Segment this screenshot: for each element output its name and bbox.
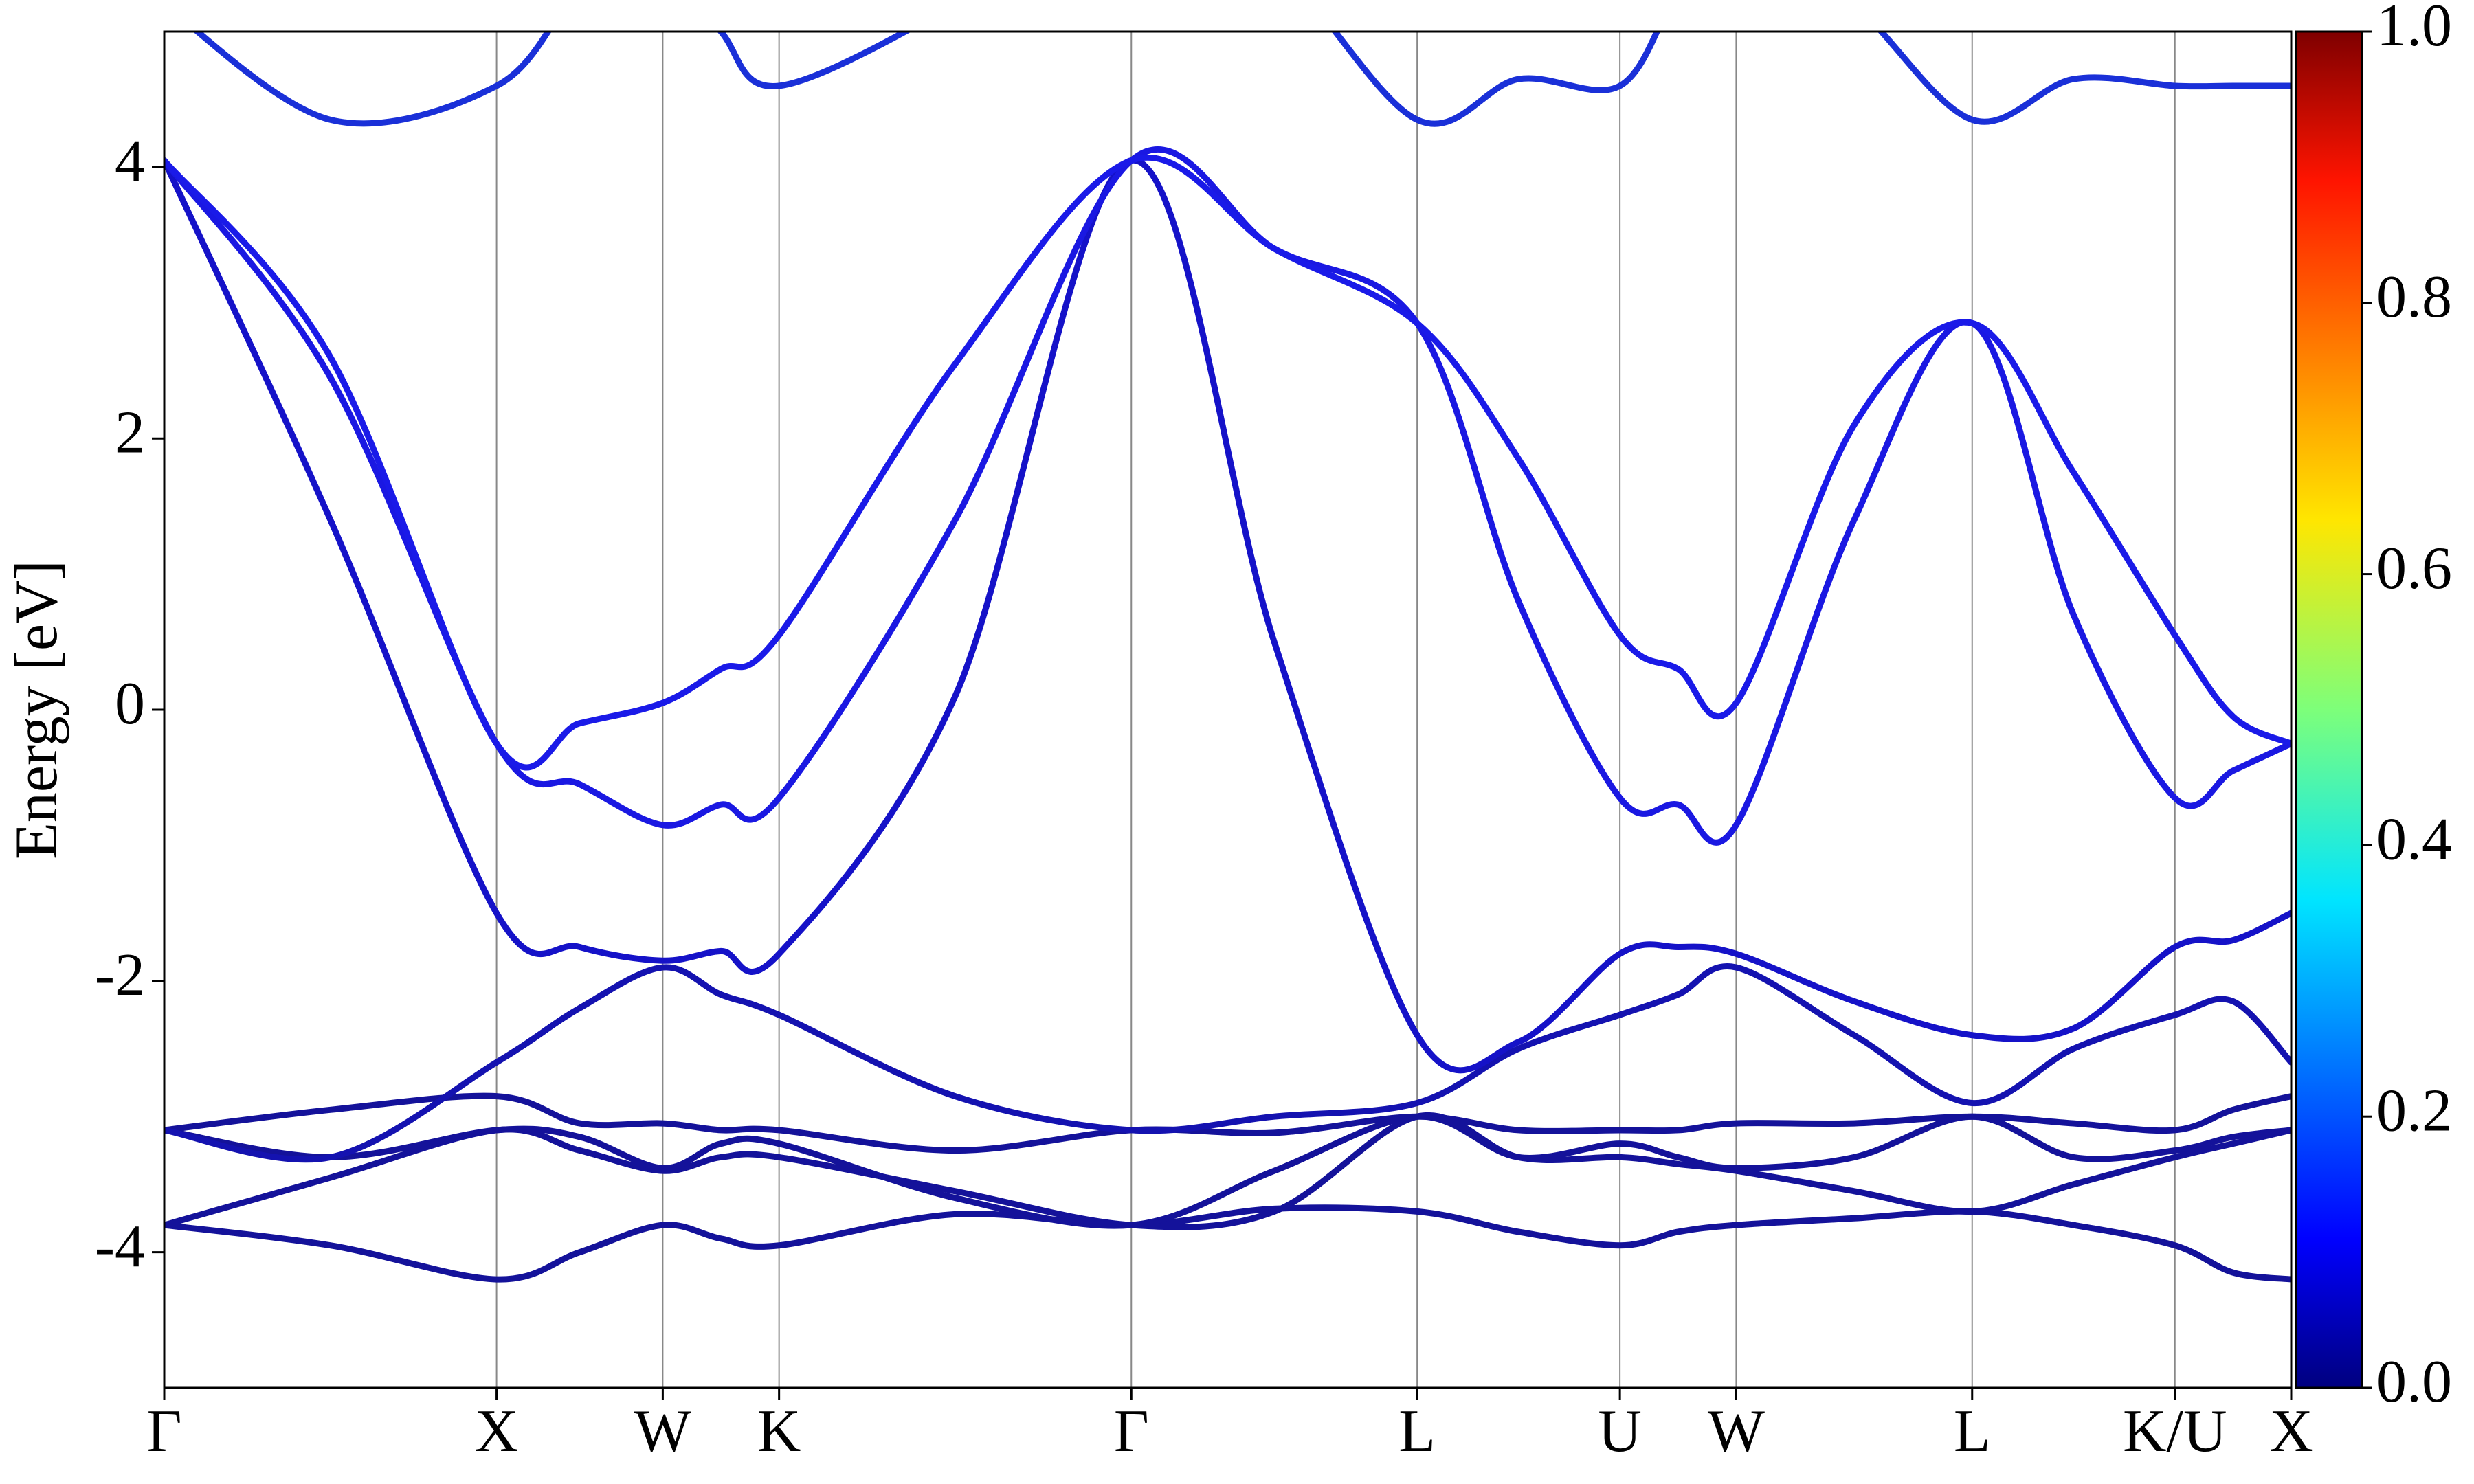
x-tick-label: W <box>1708 1398 1765 1465</box>
band-line <box>164 1092 2291 1154</box>
colorbar-tick-label: 0.4 <box>2376 807 2452 873</box>
y-tick-label: -4 <box>95 1213 145 1280</box>
x-tick-label: Γ <box>147 1398 182 1465</box>
x-tick-label: X <box>475 1398 519 1465</box>
band-line <box>164 1113 2291 1229</box>
y-tick-label: 0 <box>115 671 145 737</box>
colorbar-tick-label: 0.8 <box>2376 264 2452 330</box>
y-axis-label: Energy [eV] <box>3 560 70 859</box>
colorbar-tick-label: 0.2 <box>2376 1077 2452 1144</box>
x-tick-label: Γ <box>1114 1398 1149 1465</box>
band-line <box>164 146 2291 846</box>
colorbar-tick-label: 0.6 <box>2376 535 2452 602</box>
grid-layer <box>164 32 2292 1388</box>
x-tick-label: L <box>1954 1398 1991 1465</box>
x-tick-label: K/U <box>2123 1398 2227 1465</box>
band-line <box>164 963 2291 1163</box>
band-line <box>164 154 2291 771</box>
x-tick-label: K <box>757 1398 801 1465</box>
colorbar-tick-label: 1.0 <box>2376 0 2452 59</box>
x-tick-label: W <box>634 1398 691 1465</box>
y-tick-label: 2 <box>115 399 145 466</box>
colorbar-tick-label: 0.0 <box>2376 1349 2452 1415</box>
band-line <box>164 1112 2291 1230</box>
y-tick-label: -2 <box>95 942 145 1009</box>
band-line <box>164 157 2291 1074</box>
bands <box>164 32 2291 1283</box>
band-line <box>164 1204 2291 1283</box>
band-line <box>192 32 2291 127</box>
x-tick-label: U <box>1598 1398 1642 1465</box>
x-tick-label: X <box>2269 1398 2313 1465</box>
x-tick-label: L <box>1398 1398 1436 1465</box>
y-tick-label: 4 <box>115 128 145 195</box>
colorbar <box>2295 30 2363 1389</box>
